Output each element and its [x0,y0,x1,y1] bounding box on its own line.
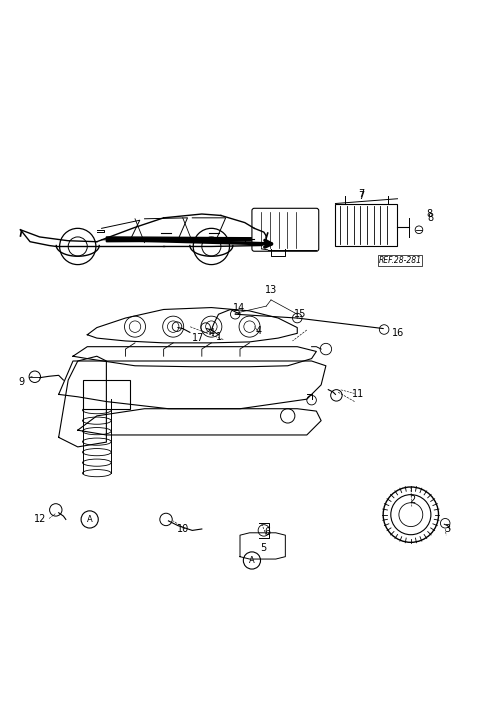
Text: 16: 16 [392,329,405,339]
Text: 13: 13 [265,285,277,295]
Bar [83,380,130,409]
Text: 4: 4 [208,329,215,339]
Text: 12: 12 [35,515,47,524]
Text: 17: 17 [192,333,204,343]
Text: 1: 1 [216,332,222,342]
Text: 9: 9 [18,378,24,388]
Text: 4: 4 [255,326,261,336]
FancyBboxPatch shape [252,208,319,251]
Text: 8: 8 [428,213,434,223]
Text: 5: 5 [260,543,266,553]
Text: A: A [87,515,93,524]
Text: 2: 2 [409,495,416,505]
Text: 7: 7 [359,189,365,199]
Text: 14: 14 [233,303,245,313]
Text: 8: 8 [427,209,433,219]
Text: 15: 15 [293,309,306,319]
Text: 3: 3 [444,524,451,534]
Text: 10: 10 [177,524,189,534]
Text: 6: 6 [264,527,271,537]
Text: 11: 11 [352,389,364,399]
Text: 7: 7 [359,191,365,201]
Polygon shape [107,237,276,242]
Bar [336,204,397,246]
Text: REF.28-281: REF.28-281 [378,256,421,265]
Text: A: A [249,556,255,565]
